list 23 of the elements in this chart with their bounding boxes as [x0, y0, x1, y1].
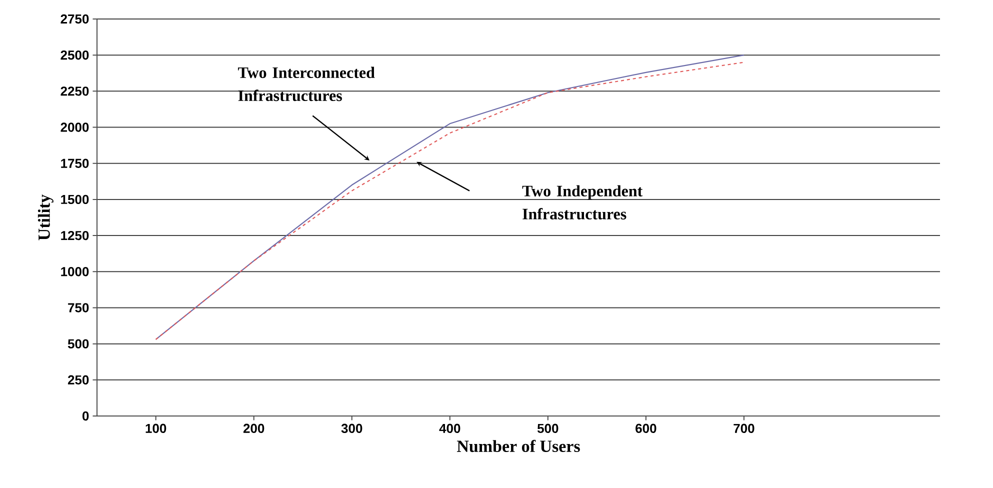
y-tick-label: 2000 [60, 122, 89, 132]
y-tick-label: 2500 [60, 50, 89, 60]
annotation: Two Interconnected Infrastructures [238, 66, 375, 102]
y-tick-label: 2250 [60, 86, 89, 96]
x-tick-label: 400 [439, 424, 460, 434]
y-tick-label: 2750 [60, 14, 89, 24]
y-tick-label: 0 [82, 411, 89, 421]
y-tick-label: 500 [68, 339, 89, 348]
y-tick-label: 1500 [61, 194, 89, 204]
x-tick-label: 500 [537, 424, 558, 434]
y-tick-label: 1250 [61, 230, 89, 240]
x-tick-label: 100 [146, 424, 166, 434]
annotation: Two Independent Infrastructures [522, 185, 643, 220]
x-tick-label: 700 [734, 424, 754, 434]
x-axis-title: Number of Users [456, 440, 580, 452]
y-tick-label: 1750 [61, 158, 89, 168]
x-tick-label: 600 [636, 424, 656, 434]
y-tick-label: 250 [68, 375, 89, 385]
x-tick-label: 200 [243, 424, 264, 434]
y-tick-label: 750 [68, 303, 89, 312]
x-tick-label: 300 [341, 424, 362, 434]
y-tick-label: 1000 [61, 267, 89, 276]
y-axis-title: Utility [38, 194, 54, 240]
